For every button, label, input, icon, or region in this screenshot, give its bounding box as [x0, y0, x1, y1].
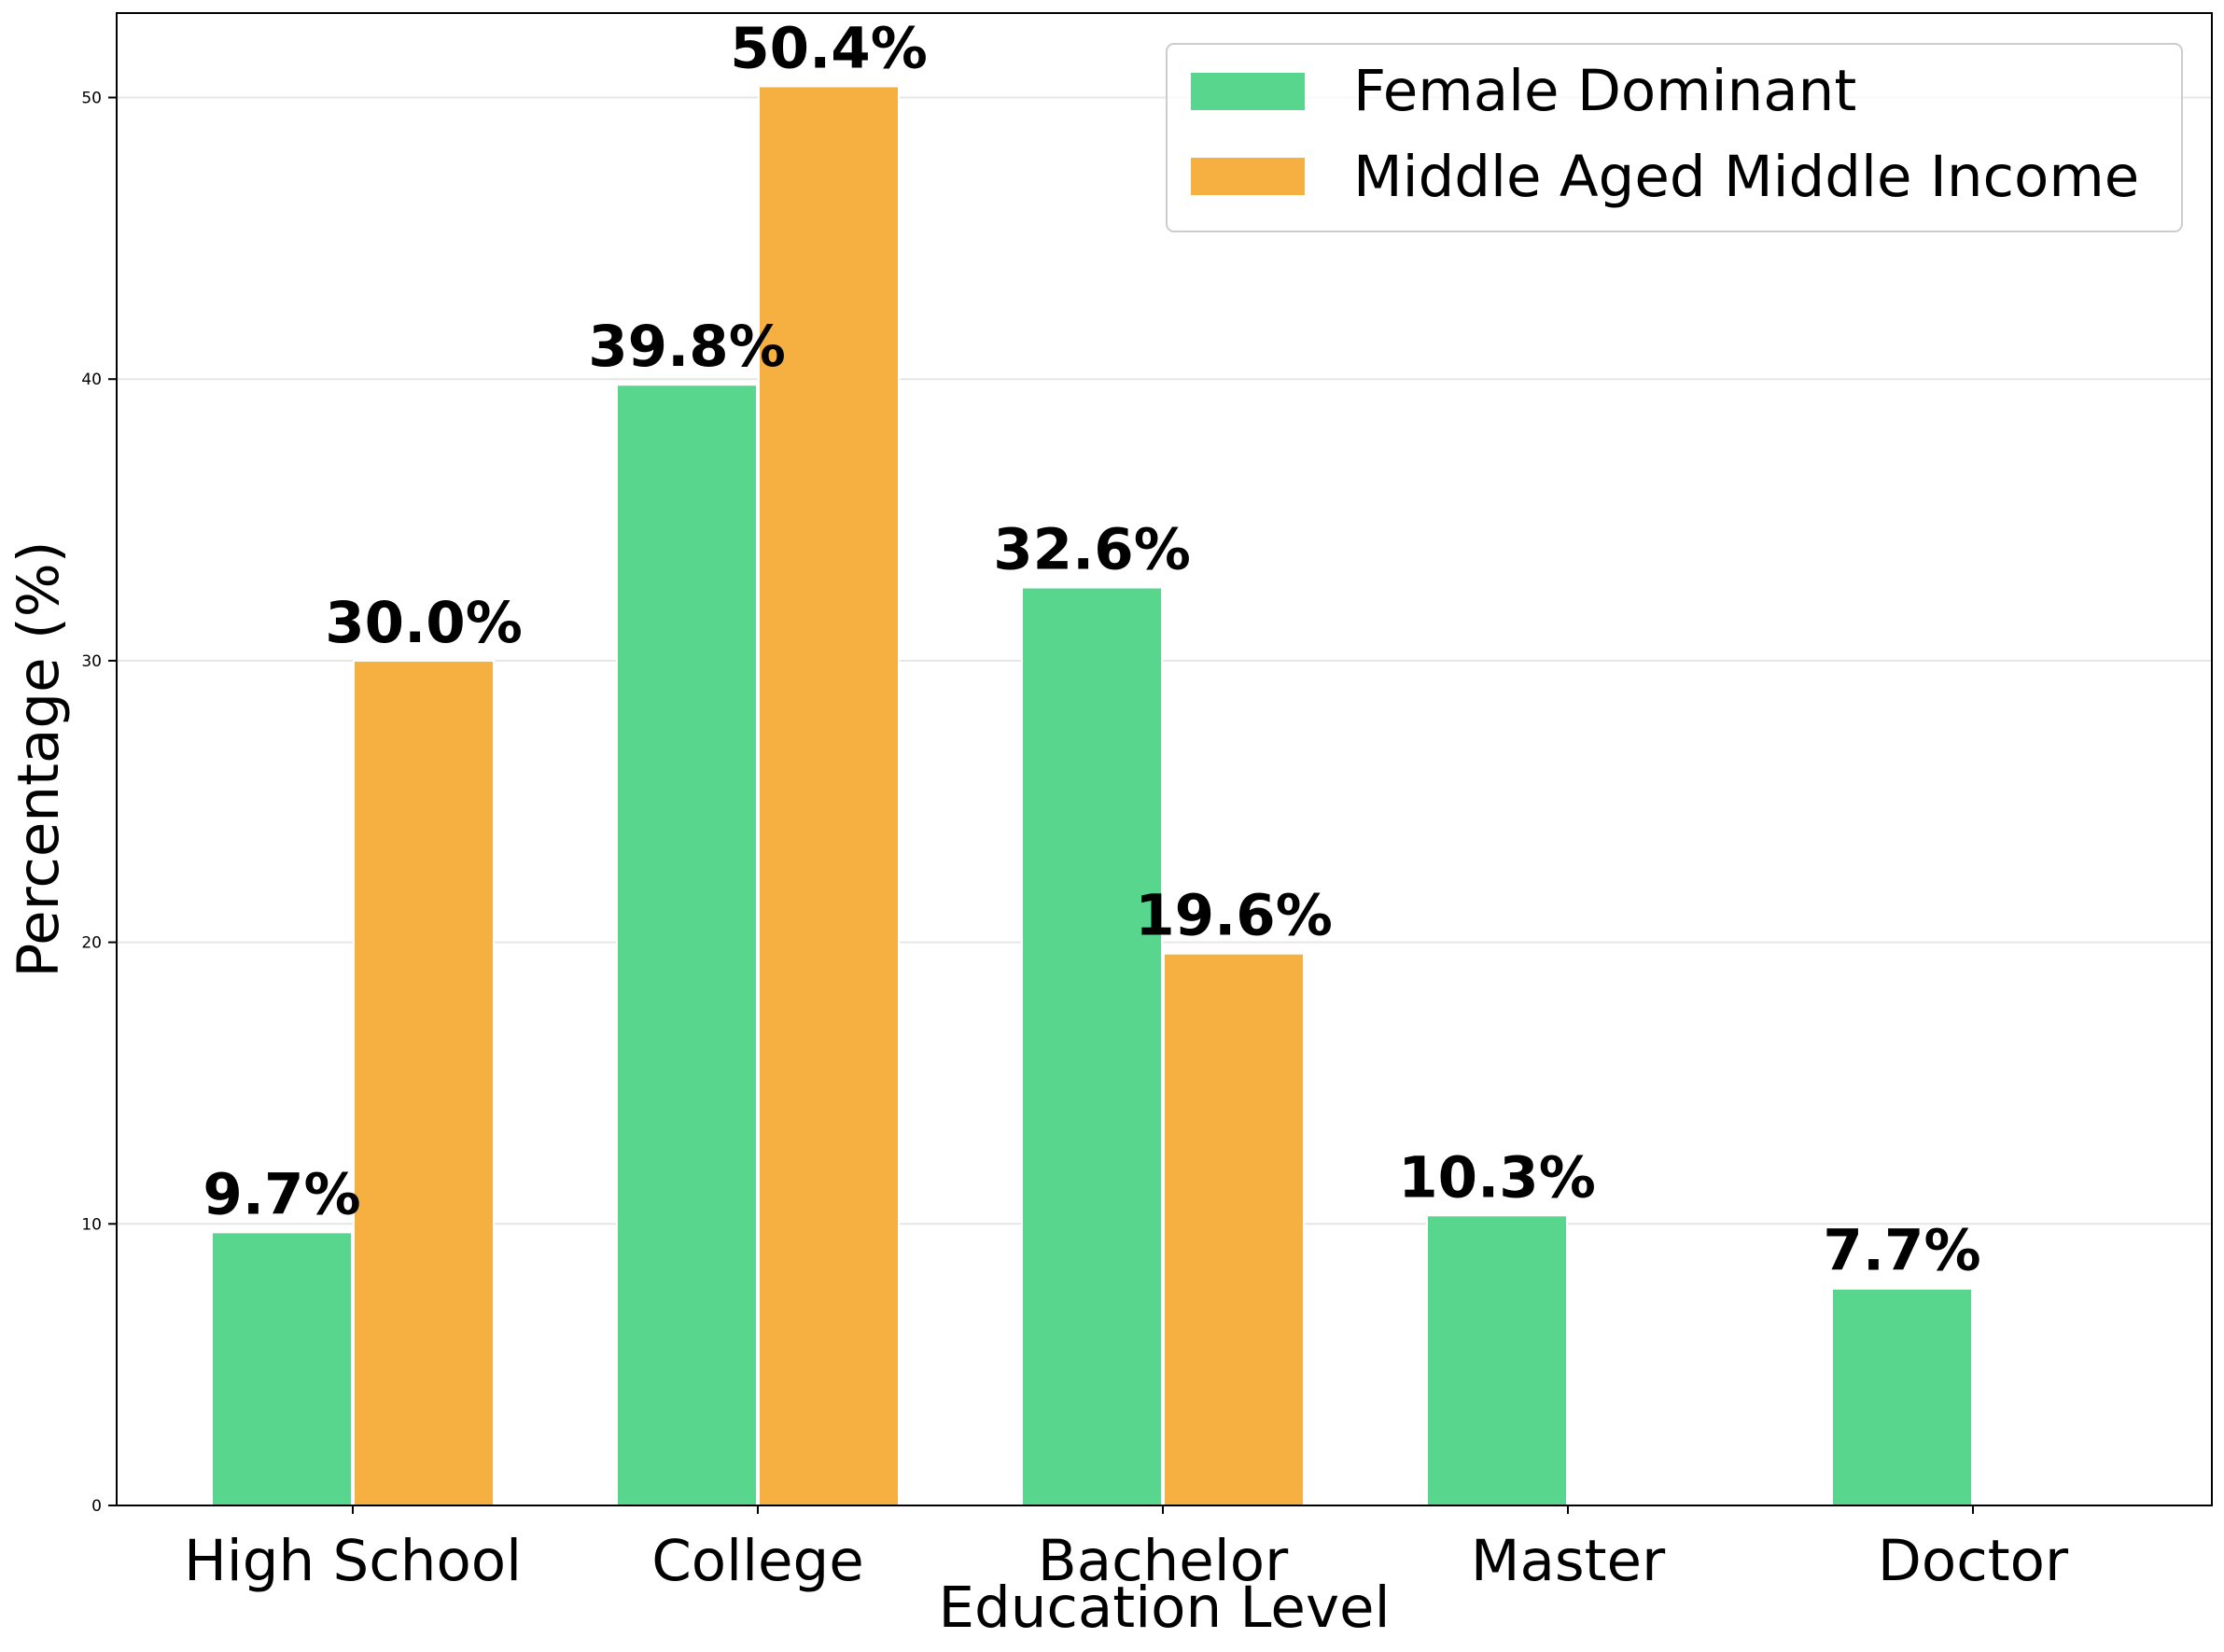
value-label: 39.8% — [588, 314, 786, 380]
value-label: 30.0% — [325, 590, 523, 656]
legend-box — [1166, 43, 2183, 232]
plot-frame — [116, 12, 2213, 1506]
value-label: 50.4% — [730, 15, 928, 81]
y-tick-label: 10 — [81, 1215, 102, 1234]
x-tick-label-bachelor: Bachelor — [1038, 1528, 1289, 1594]
bar-female-dominant-master — [1426, 1214, 1568, 1507]
y-axis-title: Percentage (%) — [6, 540, 72, 977]
value-label: 10.3% — [1398, 1144, 1596, 1211]
value-label: 32.6% — [993, 516, 1191, 582]
y-axis-ticks: 0 10 20 30 40 50 — [81, 90, 117, 1516]
x-tick-label-master: Master — [1471, 1528, 1666, 1594]
x-tick-label-college: College — [651, 1528, 864, 1594]
y-tick-label: 50 — [81, 90, 102, 108]
y-tick-label: 40 — [81, 371, 102, 389]
bars — [211, 85, 1973, 1507]
legend: Female Dominant Middle Aged Middle Incom… — [1166, 43, 2183, 232]
x-tick-label-doctor: Doctor — [1878, 1528, 2069, 1594]
value-label: 9.7% — [203, 1161, 360, 1227]
bar-middle-aged-middle-income-college — [758, 85, 900, 1506]
legend-label-middle-aged-middle-income: Middle Aged Middle Income — [1353, 144, 2139, 210]
bar-female-dominant-college — [616, 384, 758, 1507]
bar-female-dominant-doctor — [1831, 1287, 1973, 1507]
bar-middle-aged-middle-income-high-school — [353, 659, 495, 1506]
x-tick-label-high-school: High School — [184, 1528, 522, 1594]
bar-female-dominant-bachelor — [1021, 586, 1163, 1506]
legend-swatch-middle-aged-middle-income — [1191, 158, 1305, 195]
bar-middle-aged-middle-income-bachelor — [1163, 952, 1305, 1506]
y-tick-label: 0 — [91, 1497, 102, 1516]
y-tick-label: 30 — [81, 652, 102, 671]
x-axis-title: Education Level — [938, 1575, 1390, 1641]
legend-label-female-dominant: Female Dominant — [1353, 58, 1856, 124]
y-tick-label: 20 — [81, 934, 102, 953]
value-label: 7.7% — [1823, 1218, 1980, 1284]
value-labels: 9.7% 30.0% 39.8% 50.4% 32.6% 19.6% 10.3% 7.7% — [203, 15, 1980, 1283]
legend-swatch-female-dominant — [1191, 73, 1305, 110]
x-axis-ticks: High School College Bachelor Master Doctor — [184, 1505, 2069, 1594]
value-label: 19.6% — [1135, 883, 1333, 949]
bar-female-dominant-high-school — [211, 1231, 353, 1506]
